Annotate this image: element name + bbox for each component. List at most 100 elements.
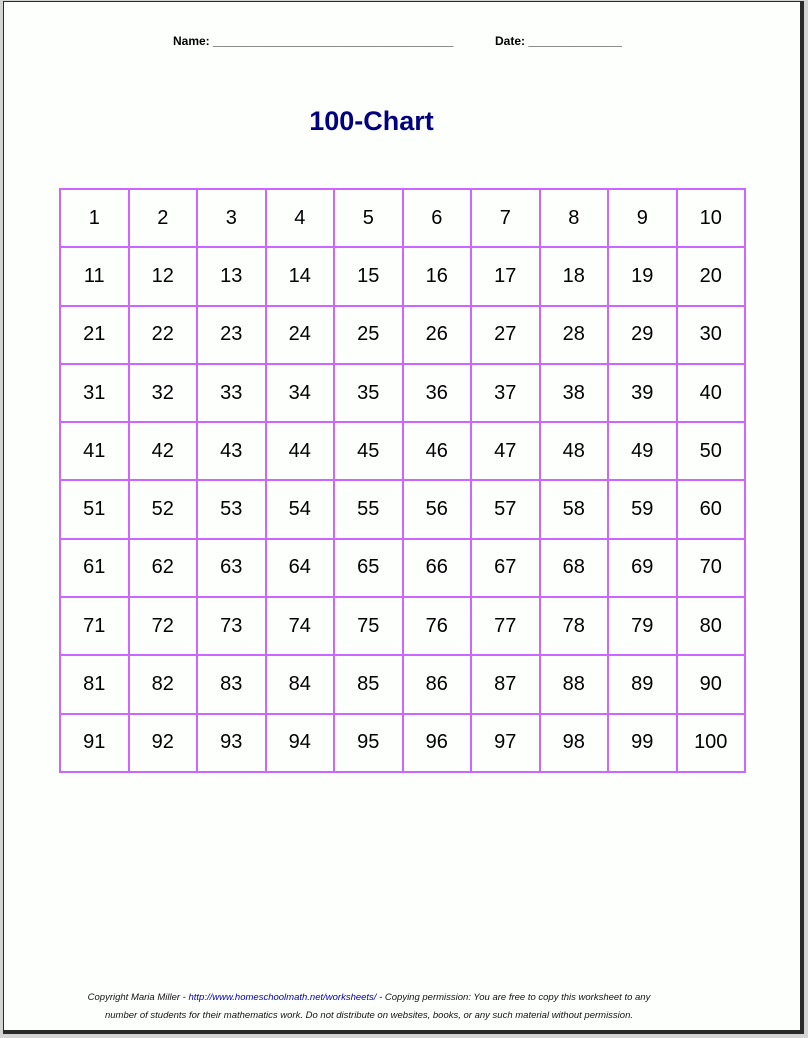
grid-row: 61 62 63 64 65 66 67 68 69 70: [59, 537, 746, 599]
grid-cell: 17: [470, 246, 541, 307]
worksheets-link[interactable]: http://www.homeschoolmath.net/worksheets…: [188, 992, 377, 1003]
grid-cell: 92: [127, 712, 198, 773]
grid-cell: 3: [196, 187, 267, 249]
grid-cell: 36: [401, 362, 472, 424]
grid-cell: 97: [470, 712, 541, 773]
grid-cell: 35: [333, 362, 404, 424]
grid-cell: 34: [264, 362, 335, 424]
grid-cell: 76: [401, 596, 472, 657]
worksheet-page: Name: __________________________________…: [3, 1, 804, 1034]
grid-cell: 68: [538, 537, 609, 599]
grid-cell: 94: [264, 712, 335, 773]
grid-cell: 1: [59, 187, 130, 249]
grid-cell: 33: [196, 362, 267, 424]
grid-row: 1 2 3 4 5 6 7 8 9 10: [59, 187, 746, 249]
grid-cell: 70: [675, 537, 746, 599]
grid-cell: 89: [607, 654, 678, 715]
grid-cell: 43: [196, 421, 267, 482]
grid-row: 91 92 93 94 95 96 97 98 99 100: [59, 712, 746, 773]
grid-cell: 81: [59, 654, 130, 715]
grid-cell: 63: [196, 537, 267, 599]
grid-cell: 21: [59, 304, 130, 365]
copyright-text: Copyright Maria Miller -: [87, 992, 189, 1003]
grid-cell: 26: [401, 304, 472, 365]
grid-cell: 45: [333, 421, 404, 482]
grid-row: 11 12 13 14 15 16 17 18 19 20: [59, 246, 746, 307]
grid-row: 51 52 53 54 55 56 57 58 59 60: [59, 479, 746, 540]
grid-cell: 30: [675, 304, 746, 365]
grid-cell: 65: [333, 537, 404, 599]
grid-cell: 40: [675, 362, 746, 424]
grid-cell: 28: [538, 304, 609, 365]
grid-cell: 49: [607, 421, 678, 482]
grid-cell: 59: [607, 479, 678, 540]
grid-cell: 39: [607, 362, 678, 424]
grid-cell: 99: [607, 712, 678, 773]
grid-cell: 14: [264, 246, 335, 307]
grid-cell: 50: [675, 421, 746, 482]
grid-cell: 51: [59, 479, 130, 540]
page-title: 100-Chart: [309, 106, 434, 136]
grid-row: 31 32 33 34 35 36 37 38 39 40: [59, 362, 746, 424]
grid-cell: 31: [59, 362, 130, 424]
grid-cell: 60: [675, 479, 746, 540]
grid-cell: 37: [470, 362, 541, 424]
grid-cell: 32: [127, 362, 198, 424]
grid-cell: 91: [59, 712, 130, 773]
permission-text: - Copying permission: You are free to co…: [376, 992, 651, 1003]
grid-cell: 41: [59, 421, 130, 482]
grid-cell: 88: [538, 654, 609, 715]
grid-cell: 69: [607, 537, 678, 599]
grid-cell: 5: [333, 187, 404, 249]
grid-cell: 87: [470, 654, 541, 715]
grid-cell: 6: [401, 187, 472, 249]
grid-cell: 93: [196, 712, 267, 773]
grid-cell: 22: [127, 304, 198, 365]
grid-row: 71 72 73 74 75 76 77 78 79 80: [59, 596, 746, 657]
grid-cell: 57: [470, 479, 541, 540]
grid-cell: 8: [538, 187, 609, 249]
permission-text-line2: number of students for their mathematics…: [104, 1009, 633, 1021]
grid-cell: 96: [401, 712, 472, 773]
grid-cell: 62: [127, 537, 198, 599]
grid-cell: 16: [401, 246, 472, 307]
grid-cell: 23: [196, 304, 267, 365]
grid-cell: 10: [675, 187, 746, 249]
grid-cell: 46: [401, 421, 472, 482]
grid-cell: 79: [607, 596, 678, 657]
grid-cell: 38: [538, 362, 609, 424]
name-field-label: Name: __________________________________…: [173, 34, 454, 48]
grid-cell: 100: [675, 712, 746, 773]
grid-cell: 2: [127, 187, 198, 249]
grid-cell: 19: [607, 246, 678, 307]
grid-cell: 98: [538, 712, 609, 773]
grid-cell: 85: [333, 654, 404, 715]
grid-cell: 78: [538, 596, 609, 657]
grid-cell: 27: [470, 304, 541, 365]
grid-cell: 73: [196, 596, 267, 657]
grid-cell: 18: [538, 246, 609, 307]
footer: Copyright Maria Miller - http://www.home…: [4, 989, 734, 1024]
grid-cell: 80: [675, 596, 746, 657]
grid-cell: 75: [333, 596, 404, 657]
grid-cell: 54: [264, 479, 335, 540]
grid-cell: 84: [264, 654, 335, 715]
grid-cell: 61: [59, 537, 130, 599]
grid-cell: 24: [264, 304, 335, 365]
grid-cell: 90: [675, 654, 746, 715]
grid-cell: 77: [470, 596, 541, 657]
grid-cell: 83: [196, 654, 267, 715]
grid-cell: 67: [470, 537, 541, 599]
grid-cell: 56: [401, 479, 472, 540]
grid-cell: 86: [401, 654, 472, 715]
grid-cell: 25: [333, 304, 404, 365]
grid-row: 21 22 23 24 25 26 27 28 29 30: [59, 304, 746, 365]
grid-cell: 55: [333, 479, 404, 540]
grid-row: 41 42 43 44 45 46 47 48 49 50: [59, 421, 746, 482]
grid-cell: 47: [470, 421, 541, 482]
grid-cell: 4: [264, 187, 335, 249]
grid-cell: 44: [264, 421, 335, 482]
date-field-label: Date: ______________: [495, 34, 622, 48]
grid-cell: 9: [607, 187, 678, 249]
grid-cell: 66: [401, 537, 472, 599]
